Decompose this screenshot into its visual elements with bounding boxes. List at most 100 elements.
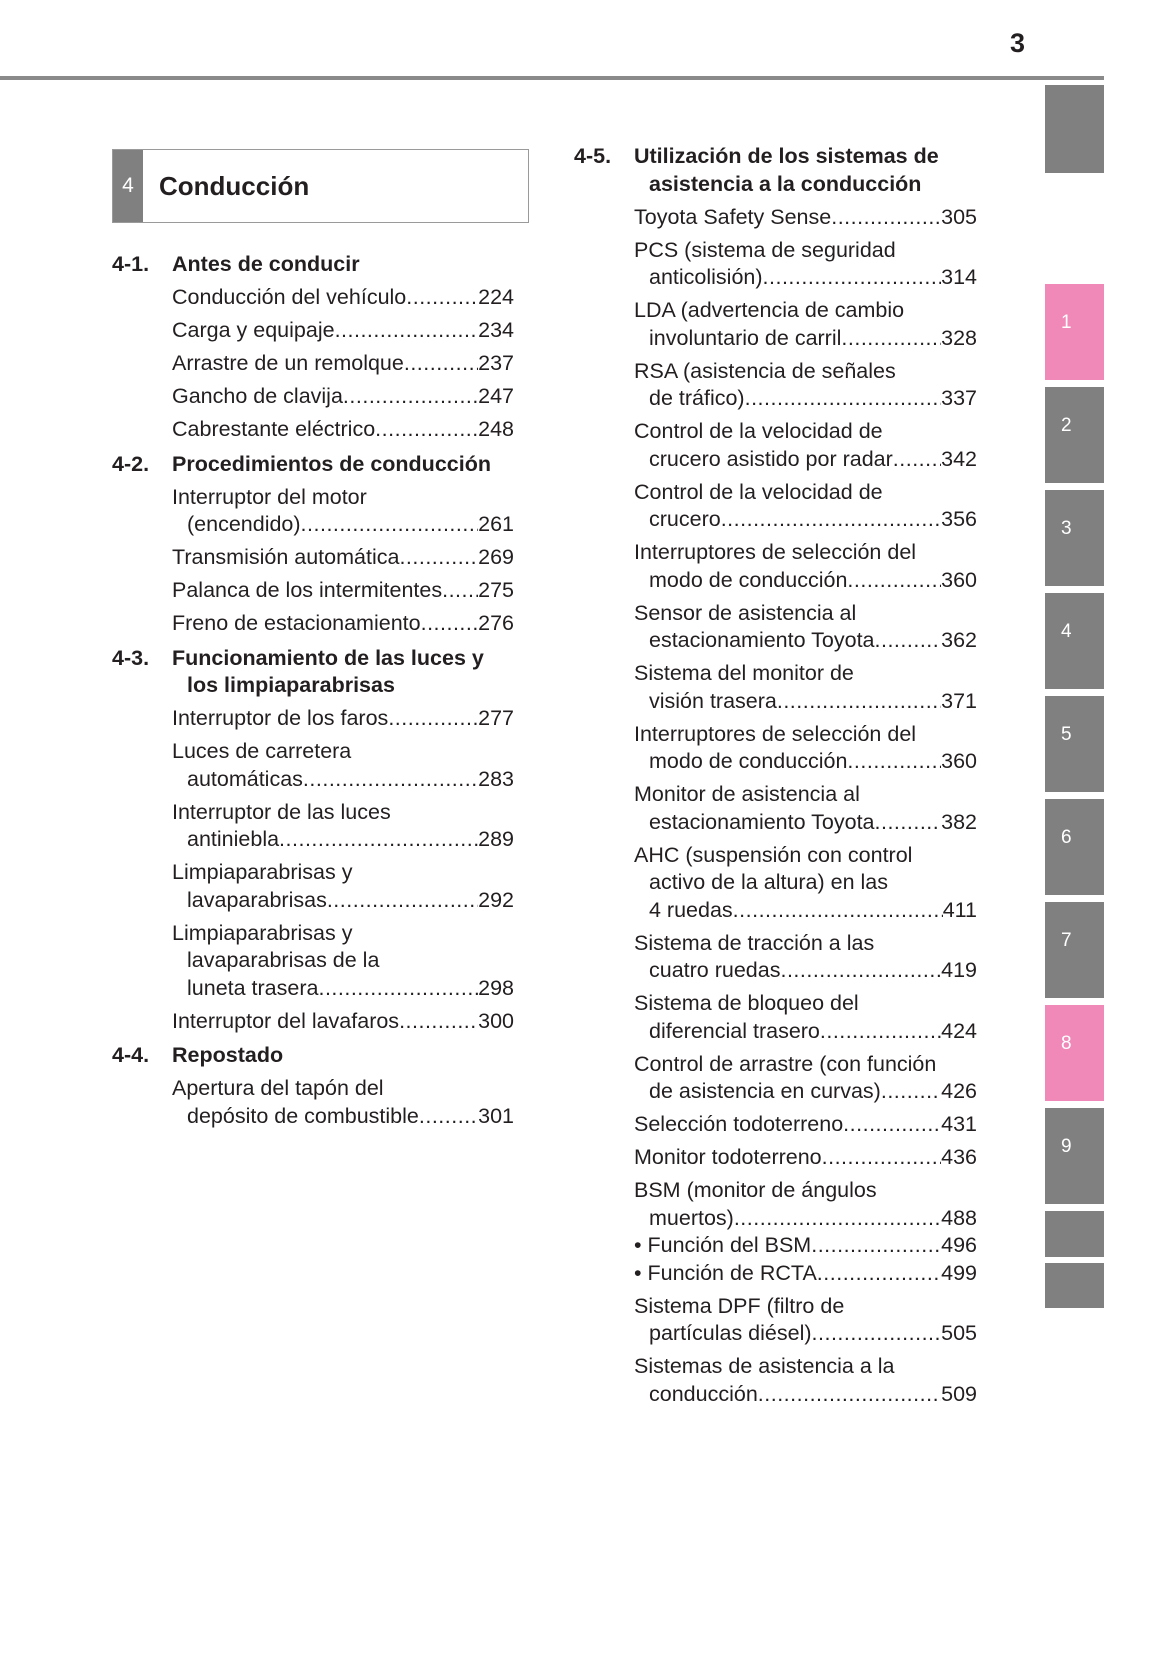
chapter-tab-8[interactable]: 8	[1045, 1005, 1104, 1101]
toc-entry[interactable]: Interruptores de selección del modo de co…	[634, 539, 977, 594]
page-reference[interactable]: 248	[478, 417, 514, 441]
toc-entry[interactable]: Transmisión automática 269	[172, 544, 514, 572]
chapter-tab-5[interactable]: 5	[1045, 696, 1104, 792]
page-reference[interactable]: 283	[478, 766, 514, 791]
page-reference[interactable]: 234	[478, 318, 514, 342]
toc-entry-text: Interruptores de selección del	[634, 540, 917, 564]
page-reference[interactable]: 237	[478, 351, 514, 375]
dot-leader	[763, 264, 942, 292]
toc-entry[interactable]: Interruptor del motor (encendido) 261	[172, 484, 514, 539]
page-reference[interactable]: 362	[941, 628, 977, 652]
page-reference[interactable]: 424	[941, 1018, 977, 1043]
toc-entry[interactable]: Limpiaparabrisas y lavaparabrisas de la lu…	[172, 920, 514, 1003]
toc-entry[interactable]: Interruptor del lavafaros 300	[172, 1008, 514, 1036]
page-reference[interactable]: 488	[941, 1205, 977, 1230]
toc-entry[interactable]: Control de arrastre (con función de asist…	[634, 1051, 977, 1106]
page-reference[interactable]: 305	[941, 204, 977, 229]
page-reference[interactable]: 419	[941, 958, 977, 982]
toc-entry-line: involuntario de carril 328	[634, 325, 977, 353]
toc-entry[interactable]: BSM (monitor de ángulos muertos) 488	[634, 1177, 977, 1232]
page-reference[interactable]: 356	[941, 507, 977, 531]
page-reference[interactable]: 426	[941, 1079, 977, 1103]
toc-entry[interactable]: Apertura del tapón del depósito de combus…	[172, 1075, 514, 1130]
toc-entry[interactable]: Monitor todoterreno 436	[634, 1144, 977, 1172]
toc-entry[interactable]: Control de la velocidad de crucero asisti…	[634, 418, 977, 473]
toc-entry[interactable]: Sistemas de asistencia a la conducción 50…	[634, 1353, 977, 1408]
page-reference[interactable]: 436	[941, 1145, 977, 1169]
chapter-tab-3[interactable]: 3	[1045, 490, 1104, 586]
page-reference[interactable]: 275	[478, 578, 514, 602]
toc-entry[interactable]: LDA (advertencia de cambio involuntario d…	[634, 297, 977, 352]
chapter-tab-6[interactable]: 6	[1045, 799, 1104, 895]
chapter-tab[interactable]	[1045, 85, 1104, 173]
page-reference[interactable]: 261	[478, 512, 514, 536]
page-reference[interactable]: 277	[478, 706, 514, 730]
toc-entry[interactable]: Freno de estacionamiento 276	[172, 610, 514, 638]
page-reference[interactable]: 247	[478, 384, 514, 408]
toc-entry[interactable]: Palanca de los intermitentes 275	[172, 577, 514, 605]
page-reference[interactable]: 342	[941, 446, 977, 471]
toc-entry[interactable]: Toyota Safety Sense 305	[634, 204, 977, 232]
toc-entry[interactable]: • Función del BSM 496	[634, 1232, 977, 1260]
toc-entry[interactable]: Interruptores de selección del modo de co…	[634, 721, 977, 776]
page-reference[interactable]: 292	[478, 887, 514, 912]
toc-entry[interactable]: Conducción del vehículo 224	[172, 284, 514, 312]
toc-entry[interactable]: Cabrestante eléctrico 248	[172, 416, 514, 444]
page-reference[interactable]: 360	[941, 567, 977, 592]
dot-leader	[301, 511, 479, 539]
page-reference[interactable]: 431	[941, 1112, 977, 1136]
page-reference[interactable]: 298	[478, 975, 514, 1000]
page-reference[interactable]: 289	[478, 827, 514, 851]
toc-entry-line: automáticas 283	[172, 766, 514, 794]
page-reference[interactable]: 337	[941, 386, 977, 410]
page-reference[interactable]: 496	[941, 1233, 977, 1257]
page-reference[interactable]: 314	[941, 265, 977, 289]
toc-entry[interactable]: AHC (suspensión con control activo de la …	[634, 842, 977, 925]
toc-section: 4-3. Funcionamiento de las luces y los lim…	[112, 645, 514, 1036]
chapter-tab[interactable]	[1045, 1211, 1104, 1257]
chapter-tab-4[interactable]: 4	[1045, 593, 1104, 689]
toc-entry[interactable]: Monitor de asistencia al estacionamiento …	[634, 781, 977, 836]
page-reference[interactable]: 411	[942, 897, 977, 922]
toc-entry[interactable]: Sistema DPF (filtro de partículas diésel)…	[634, 1293, 977, 1348]
toc-entry-text: Monitor todoterreno	[634, 1145, 822, 1169]
page-reference[interactable]: 505	[941, 1321, 977, 1345]
page-reference[interactable]: 382	[941, 809, 977, 834]
toc-entry-text: Interruptores de selección del	[634, 721, 917, 746]
page-reference[interactable]: 300	[478, 1008, 514, 1033]
page-reference[interactable]: 371	[941, 688, 977, 713]
page-reference[interactable]: 301	[478, 1103, 514, 1128]
toc-entry[interactable]: Limpiaparabrisas y lavaparabrisas 292	[172, 859, 514, 914]
page-reference[interactable]: 499	[941, 1260, 977, 1285]
section-title: Utilización de los sistemas de asistencia…	[634, 143, 939, 198]
toc-entry-line: diferencial trasero 424	[634, 1018, 977, 1046]
page-reference[interactable]: 224	[478, 285, 514, 309]
page-reference[interactable]: 276	[478, 611, 514, 635]
toc-entry-line: crucero asistido por radar 342	[634, 446, 977, 474]
page-reference[interactable]: 509	[941, 1381, 977, 1406]
toc-entry[interactable]: Interruptor de los faros 277	[172, 705, 514, 733]
page-reference[interactable]: 360	[941, 749, 977, 773]
chapter-tab-7[interactable]: 7	[1045, 902, 1104, 998]
toc-entry[interactable]: Sensor de asistencia al estacionamiento T…	[634, 600, 977, 655]
dot-leader	[841, 325, 941, 353]
page-reference[interactable]: 328	[941, 325, 977, 350]
chapter-tab-2[interactable]: 2	[1045, 387, 1104, 483]
toc-entry[interactable]: Sistema de bloqueo del diferencial traser…	[634, 990, 977, 1045]
chapter-tab-9[interactable]: 9	[1045, 1108, 1104, 1204]
chapter-tab-1[interactable]: 1	[1045, 284, 1104, 380]
toc-entry[interactable]: • Función de RCTA 499	[634, 1260, 977, 1288]
toc-entry[interactable]: Selección todoterreno 431	[634, 1111, 977, 1139]
toc-entry[interactable]: Luces de carretera automáticas 283	[172, 738, 514, 793]
chapter-tab[interactable]	[1045, 1263, 1104, 1308]
toc-entry[interactable]: Carga y equipaje 234	[172, 317, 514, 345]
page-reference[interactable]: 269	[478, 545, 514, 569]
toc-entry[interactable]: Gancho de clavija 247	[172, 383, 514, 411]
toc-entry[interactable]: Arrastre de un remolque 237	[172, 350, 514, 378]
toc-entry[interactable]: Sistema del monitor de visión trasera 371	[634, 660, 977, 715]
